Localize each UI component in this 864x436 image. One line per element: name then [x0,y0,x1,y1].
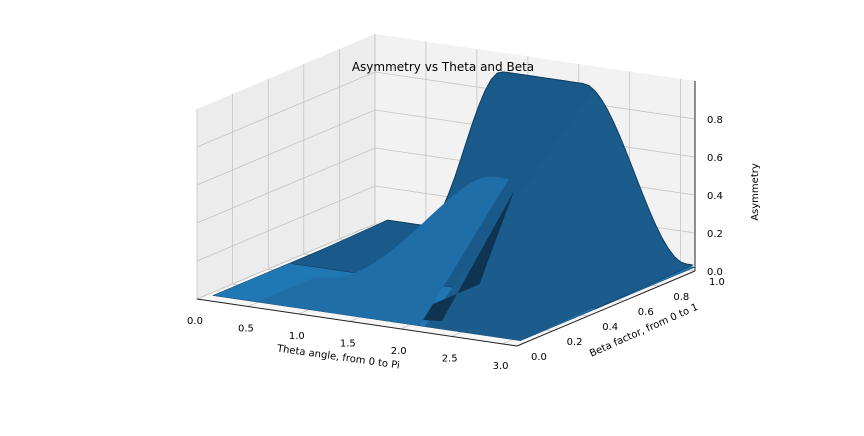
y-axis-line [516,270,696,347]
surface-front-lobe [256,176,509,326]
y-tick-label: 0.4 [602,322,618,333]
x-tick-label: 1.0 [289,331,305,342]
x-axis-line [196,298,518,347]
z-tick-label: 0.2 [707,229,723,240]
y-tick-label: 0.2 [567,337,583,348]
x-tick-label: 2.5 [442,353,458,364]
z-axis-label: Asymmetry [750,163,761,221]
left-pane [197,34,375,299]
z-tick-label: 0.4 [707,191,723,202]
axis-lines [196,81,696,347]
surface-right-slope [424,89,691,341]
tick-labels: 0.00.51.01.52.02.53.00.00.20.40.60.81.00… [187,115,725,372]
x-tick-label: 1.5 [340,338,356,349]
y-tick-label: 1.0 [709,277,725,288]
y-tick-label: 0.6 [638,307,654,318]
x-axis-label: Theta angle, from 0 to Pi [275,343,400,371]
z-tick-label: 0.6 [707,153,723,164]
chart-title: Asymmetry vs Theta and Beta [351,60,535,74]
x-tick-label: 2.0 [391,346,407,357]
z-tick-label: 0.0 [707,267,723,278]
x-tick-label: 0.5 [238,323,254,334]
y-tick-label: 0.8 [673,292,689,303]
z-tick-label: 0.8 [707,115,723,126]
surface-discontinuity [398,191,514,322]
x-tick-label: 3.0 [493,361,509,372]
x-tick-label: 0.0 [187,316,203,327]
y-tick-label: 0.0 [531,352,547,363]
